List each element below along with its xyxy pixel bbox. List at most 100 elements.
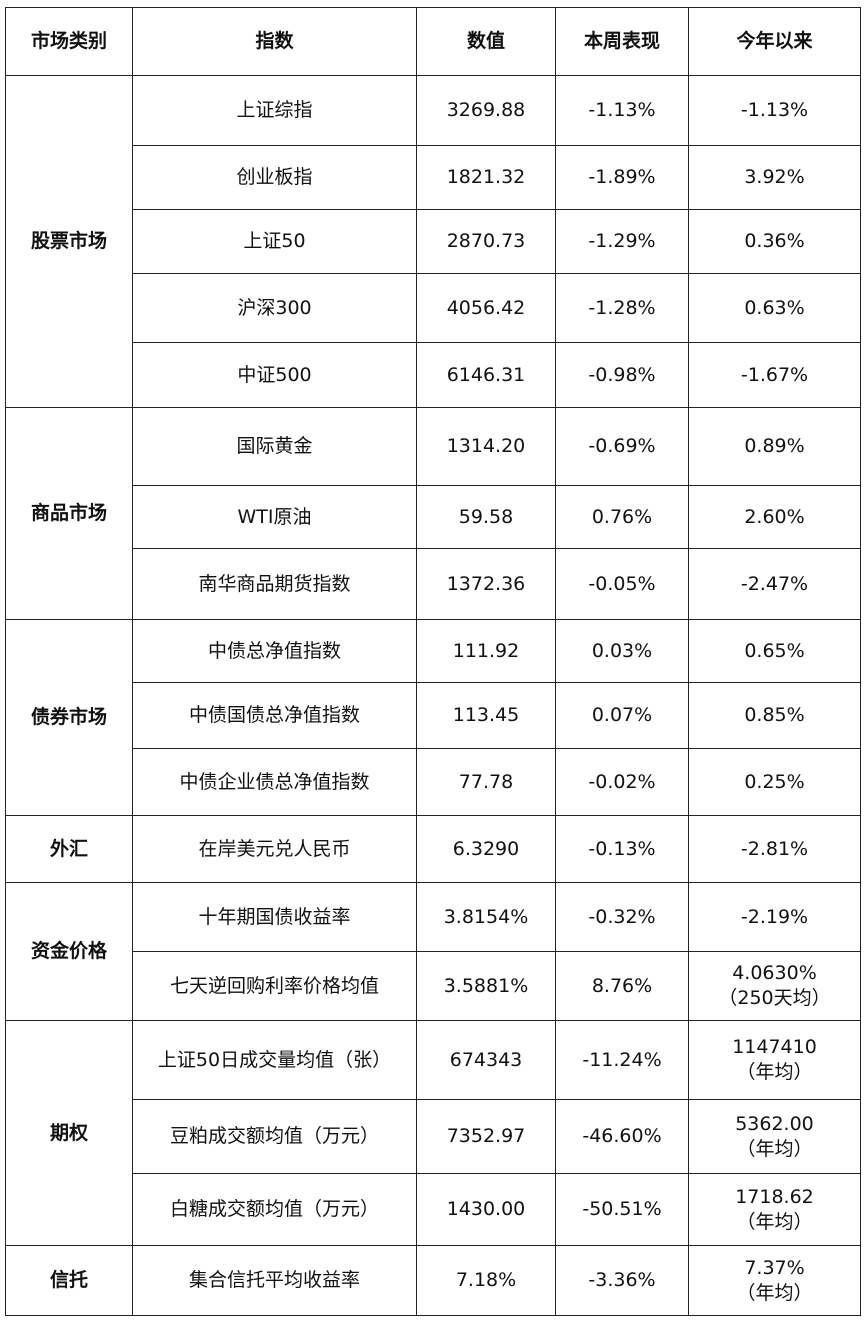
data-cell: 在岸美元兑人民币: [132, 815, 417, 883]
data-cell: 0.07%: [555, 682, 689, 749]
category-cell: 债券市场: [5, 619, 133, 816]
header-cell: 今年以来: [688, 7, 861, 76]
category-cell: 外汇: [5, 815, 133, 883]
category-cell: 商品市场: [5, 407, 133, 620]
data-cell: 59.58: [416, 485, 556, 549]
data-cell: 0.65%: [688, 619, 861, 683]
data-cell: 南华商品期货指数: [132, 548, 417, 620]
data-cell: 0.89%: [688, 407, 861, 486]
data-cell: -3.36%: [555, 1245, 689, 1316]
data-row: 股票市场 上证综指 3269.88 -1.13% -1.13%: [5, 75, 861, 408]
category-cell: 资金价格: [5, 882, 133, 1021]
data-cell: -0.98%: [555, 342, 689, 408]
data-cell: -1.89%: [555, 145, 689, 210]
market-table: 市场类别 指数 数值 本周表现 今年以来 股票市场 上证综指 3269.88 -1.13% -1…: [5, 7, 861, 1316]
data-cell: -50.51%: [555, 1173, 689, 1246]
data-cell: 0.03%: [555, 619, 689, 683]
data-cell: 0.85%: [688, 682, 861, 749]
header-cell: 本周表现: [555, 7, 689, 76]
data-cell: 国际黄金: [132, 407, 417, 486]
header-cell: 指数: [132, 7, 417, 76]
data-cell: -2.19%: [688, 882, 861, 952]
data-cell: 1821.32: [416, 145, 556, 210]
data-row: 信托 集合信托平均收益率 7.18% -3.36% 7.37% （年均）: [5, 1245, 861, 1316]
data-cell: 上证综指: [132, 75, 417, 146]
data-cell: 十年期国债收益率: [132, 882, 417, 952]
data-cell: 0.76%: [555, 485, 689, 549]
data-cell: -1.28%: [555, 273, 689, 343]
cell-line: 4.0630%: [732, 962, 817, 984]
data-cell: 6.3290: [416, 815, 556, 883]
data-cell: -0.05%: [555, 548, 689, 620]
data-cell: -1.67%: [688, 342, 861, 408]
data-cell: 4.0630% （250天均）: [688, 951, 861, 1021]
data-cell: 上证50日成交量均值（张）: [132, 1020, 417, 1100]
data-cell: 中债国债总净值指数: [132, 682, 417, 749]
data-row: 中债国债总净值指数 113.45 0.07% 0.85%: [6, 682, 861, 749]
data-row: 沪深300 4056.42 -1.28% 0.63%: [6, 273, 861, 343]
data-cell: 3.8154%: [416, 882, 556, 952]
data-row: 白糖成交额均值（万元） 1430.00 -50.51% 1718.62 （年均）: [6, 1173, 861, 1246]
data-cell: -1.29%: [555, 209, 689, 274]
data-cell: 沪深300: [132, 273, 417, 343]
data-row: WTI原油 59.58 0.76% 2.60%: [6, 485, 861, 549]
data-row: 期权 上证50日成交量均值（张） 674343 -11.24% 1147410 （年均）: [5, 1020, 861, 1246]
data-cell: 中债总净值指数: [132, 619, 417, 683]
data-row: 中证500 6146.31 -0.98% -1.67%: [6, 342, 861, 408]
data-cell: 2870.73: [416, 209, 556, 274]
data-cell: 5362.00 （年均）: [688, 1099, 861, 1174]
data-cell: 8.76%: [555, 951, 689, 1021]
data-cell: -1.13%: [555, 75, 689, 146]
data-cell: -11.24%: [555, 1020, 689, 1100]
data-cell: -0.32%: [555, 882, 689, 952]
data-row: 南华商品期货指数 1372.36 -0.05% -2.47%: [6, 548, 861, 620]
data-cell: 豆粕成交额均值（万元）: [132, 1099, 417, 1174]
data-cell: 674343: [416, 1020, 556, 1100]
data-cell: 1718.62 （年均）: [688, 1173, 861, 1246]
data-row: 创业板指 1821.32 -1.89% 3.92%: [6, 145, 861, 210]
data-row: 上证50 2870.73 -1.29% 0.36%: [6, 209, 861, 274]
data-cell: 中证500: [132, 342, 417, 408]
category-cell: 期权: [5, 1020, 133, 1246]
cell-line: 7.37%: [744, 1256, 805, 1279]
data-cell: 0.36%: [688, 209, 861, 274]
data-cell: 集合信托平均收益率: [132, 1245, 417, 1316]
data-cell: -0.13%: [555, 815, 689, 883]
cell-line: 1718.62: [735, 1185, 814, 1208]
data-cell: 77.78: [416, 748, 556, 816]
data-cell: 6146.31: [416, 342, 556, 408]
cell-line: （250天均）: [718, 987, 831, 1009]
cell-line: （年均）: [736, 1281, 813, 1304]
data-cell: 0.25%: [688, 748, 861, 816]
data-cell: 3269.88: [416, 75, 556, 146]
data-cell: 0.63%: [688, 273, 861, 343]
cell-line: （年均）: [736, 1210, 813, 1233]
data-cell: 1147410 （年均）: [688, 1020, 861, 1100]
data-cell: -2.81%: [688, 815, 861, 883]
data-cell: 113.45: [416, 682, 556, 749]
data-cell: 中债企业债总净值指数: [132, 748, 417, 816]
data-cell: -2.47%: [688, 548, 861, 620]
data-cell: 1430.00: [416, 1173, 556, 1246]
data-cell: 创业板指: [132, 145, 417, 210]
data-cell: 111.92: [416, 619, 556, 683]
header-cell: 数值: [416, 7, 556, 76]
data-cell: WTI原油: [132, 485, 417, 549]
header-cell: 市场类别: [5, 7, 133, 76]
cell-line: 1147410: [732, 1036, 817, 1058]
data-cell: -0.02%: [555, 748, 689, 816]
data-row: 资金价格 十年期国债收益率 3.8154% -0.32% -2.19%: [5, 882, 861, 1021]
data-cell: 7352.97: [416, 1099, 556, 1174]
data-cell: 7.37% （年均）: [688, 1245, 861, 1316]
cell-line: 5362.00: [735, 1112, 814, 1135]
data-row: 外汇 在岸美元兑人民币 6.3290 -0.13% -2.81%: [5, 815, 861, 883]
data-cell: 7.18%: [416, 1245, 556, 1316]
data-row: 七天逆回购利率价格均值 3.5881% 8.76% 4.0630% （250天均）: [6, 951, 861, 1021]
cell-line: （年均）: [736, 1137, 813, 1160]
table-wrap: 市场类别 指数 数值 本周表现 今年以来 股票市场 上证综指 3269.88 -1.13% -1…: [5, 7, 861, 1316]
data-cell: 七天逆回购利率价格均值: [132, 951, 417, 1021]
data-cell: -1.13%: [688, 75, 861, 146]
data-cell: 3.5881%: [416, 951, 556, 1021]
category-cell: 信托: [5, 1245, 133, 1316]
